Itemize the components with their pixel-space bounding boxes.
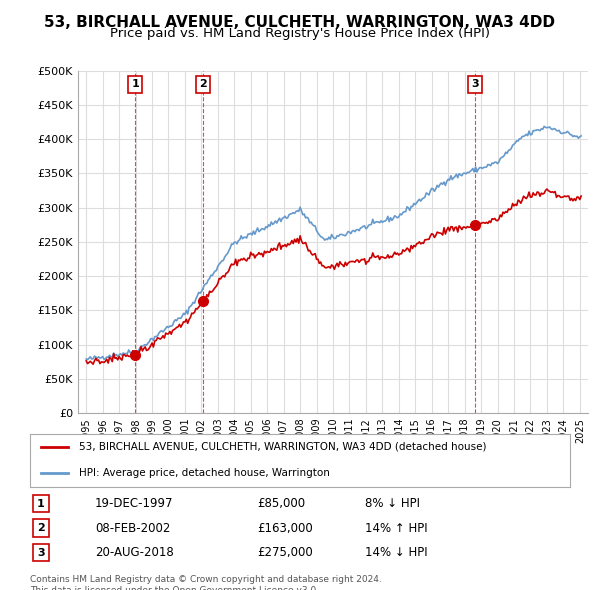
Text: 53, BIRCHALL AVENUE, CULCHETH, WARRINGTON, WA3 4DD: 53, BIRCHALL AVENUE, CULCHETH, WARRINGTO…: [44, 15, 556, 30]
Text: 19-DEC-1997: 19-DEC-1997: [95, 497, 173, 510]
Text: HPI: Average price, detached house, Warrington: HPI: Average price, detached house, Warr…: [79, 468, 329, 478]
Text: £275,000: £275,000: [257, 546, 313, 559]
Text: 14% ↓ HPI: 14% ↓ HPI: [365, 546, 427, 559]
Text: 3: 3: [472, 80, 479, 90]
Text: £163,000: £163,000: [257, 522, 313, 535]
Text: Contains HM Land Registry data © Crown copyright and database right 2024.
This d: Contains HM Land Registry data © Crown c…: [30, 575, 382, 590]
Text: 20-AUG-2018: 20-AUG-2018: [95, 546, 173, 559]
Text: Price paid vs. HM Land Registry's House Price Index (HPI): Price paid vs. HM Land Registry's House …: [110, 27, 490, 40]
Text: 53, BIRCHALL AVENUE, CULCHETH, WARRINGTON, WA3 4DD (detached house): 53, BIRCHALL AVENUE, CULCHETH, WARRINGTO…: [79, 442, 486, 452]
Text: 2: 2: [199, 80, 207, 90]
Text: 2: 2: [37, 523, 44, 533]
Text: 14% ↑ HPI: 14% ↑ HPI: [365, 522, 427, 535]
Text: 3: 3: [37, 548, 44, 558]
Text: 1: 1: [131, 80, 139, 90]
Text: 1: 1: [37, 499, 44, 509]
Text: £85,000: £85,000: [257, 497, 305, 510]
Text: 08-FEB-2002: 08-FEB-2002: [95, 522, 170, 535]
Text: 8% ↓ HPI: 8% ↓ HPI: [365, 497, 420, 510]
